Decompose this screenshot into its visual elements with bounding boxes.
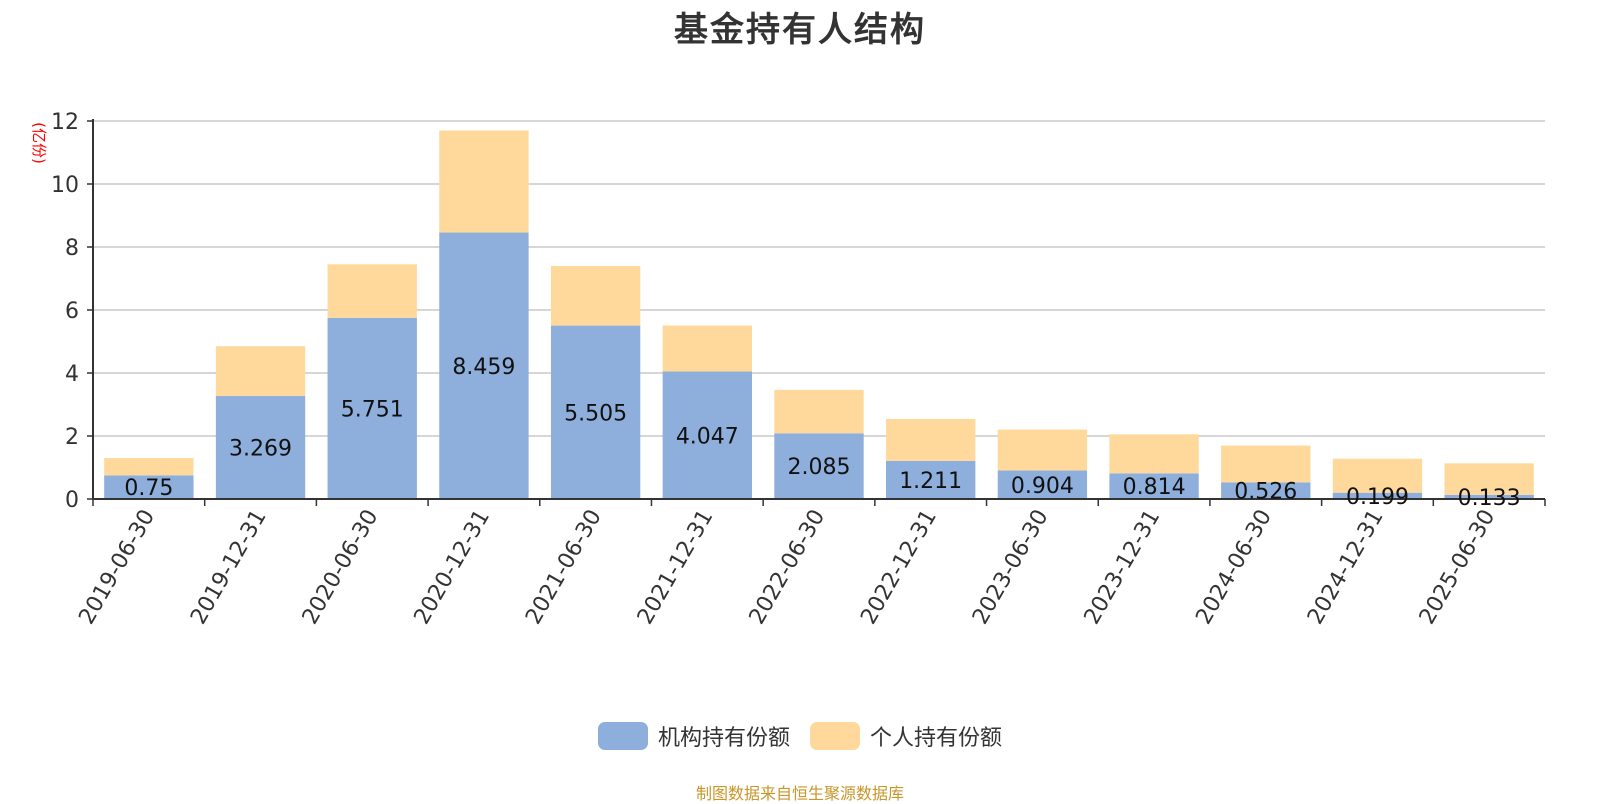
data-label: 0.75: [124, 476, 173, 501]
bar-institutional[interactable]: [1332, 492, 1423, 499]
x-tick-label: 2024-06-30: [1191, 506, 1277, 629]
legend-label-individual: 个人持有份额: [870, 726, 1003, 751]
x-tick-label: 2020-06-30: [298, 506, 384, 629]
bar-institutional[interactable]: [215, 396, 306, 499]
bar-individual[interactable]: [439, 130, 529, 233]
bar-individual[interactable]: [997, 429, 1088, 471]
x-tick-label: 2021-06-30: [521, 506, 607, 629]
data-label: 5.751: [341, 397, 404, 422]
x-tick-label: 2024-12-31: [1303, 506, 1389, 629]
bar-individual[interactable]: [104, 458, 194, 476]
data-label: 0.526: [1234, 480, 1297, 505]
bar-institutional[interactable]: [104, 475, 194, 499]
bar-institutional[interactable]: [550, 325, 641, 499]
bar-institutional[interactable]: [886, 460, 976, 499]
data-labels: 0.75 3.269 5.751 8.459 5.505 4.047 2.085 1.211 0…: [124, 355, 1520, 511]
data-label: 3.269: [229, 437, 292, 462]
y-axis-unit-label: (亿份): [30, 122, 48, 164]
bar-institutional[interactable]: [774, 433, 864, 499]
legend-swatch-individual: [810, 722, 860, 750]
x-tick-label: 2023-06-30: [968, 506, 1054, 629]
legend-swatch-institutional: [597, 722, 648, 750]
data-label: 0.814: [1123, 475, 1186, 500]
y-tick-label: 0: [65, 488, 79, 513]
bar-institutional[interactable]: [327, 317, 417, 499]
bar-individual[interactable]: [550, 266, 641, 326]
bars: [104, 130, 1534, 499]
y-tick-label: 6: [65, 299, 79, 324]
bar-institutional[interactable]: [1221, 482, 1311, 499]
source-note: 制图数据来自恒生聚源数据库: [695, 784, 904, 803]
x-tick-label: 2022-12-31: [856, 506, 942, 629]
y-tick-label: 2: [65, 425, 79, 450]
y-tick-label: 12: [51, 110, 79, 135]
bar-individual[interactable]: [1109, 434, 1199, 474]
x-tick-label: 2021-12-31: [633, 506, 719, 629]
chart-title: 基金持有人结构: [674, 10, 926, 50]
data-label: 0.904: [1011, 474, 1074, 499]
gridlines: [93, 120, 1545, 437]
bar-individual[interactable]: [1332, 458, 1423, 493]
y-tick-label: 8: [65, 236, 79, 261]
data-label: 0.199: [1346, 485, 1409, 510]
bar-institutional[interactable]: [1444, 494, 1534, 499]
legend-label-institutional: 机构持有份额: [657, 726, 790, 751]
data-label: 5.505: [564, 401, 627, 426]
bar-institutional[interactable]: [997, 470, 1088, 499]
x-tick-label: 2019-06-30: [74, 506, 160, 629]
bar-individual[interactable]: [215, 346, 306, 397]
data-label: 1.211: [899, 469, 962, 494]
data-label: 8.459: [452, 355, 515, 380]
bar-individual[interactable]: [774, 389, 864, 434]
x-tick-label: 2019-12-31: [186, 506, 272, 629]
bar-individual[interactable]: [1444, 463, 1534, 495]
bar-individual[interactable]: [886, 418, 976, 461]
data-label: 4.047: [676, 424, 739, 449]
legend-item-institutional[interactable]: 机构持有份额: [597, 720, 790, 752]
x-tick-label: 2025-06-30: [1415, 506, 1501, 629]
x-tick-label: 2022-06-30: [745, 506, 831, 629]
bar-individual[interactable]: [327, 264, 417, 318]
bar-individual[interactable]: [1221, 445, 1311, 483]
bar-individual[interactable]: [662, 325, 752, 372]
bar-institutional[interactable]: [1109, 473, 1199, 499]
data-label: 0.133: [1458, 486, 1521, 511]
y-tick-label: 10: [51, 173, 79, 198]
x-tick-label: 2023-12-31: [1080, 506, 1166, 629]
bar-institutional[interactable]: [662, 371, 752, 499]
legend-item-individual[interactable]: 个人持有份额: [810, 720, 1002, 752]
data-label: 2.085: [788, 455, 851, 480]
y-tick-label: 4: [65, 362, 79, 387]
x-tick-label: 2020-12-31: [410, 506, 496, 629]
legend: 机构持有份额 个人持有份额: [0, 720, 1600, 752]
bar-institutional[interactable]: [439, 232, 529, 499]
